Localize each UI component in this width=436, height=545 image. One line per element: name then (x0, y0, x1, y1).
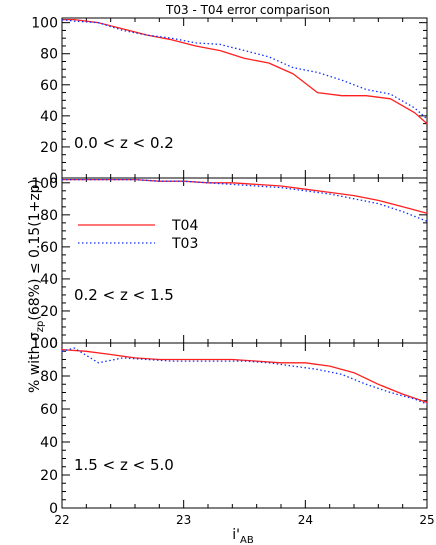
series-line-t04 (62, 178, 428, 214)
redshift-range-label: 0.2 < z < 1.5 (74, 286, 174, 304)
x-tick-label: 25 (419, 513, 434, 527)
y-tick-label: 20 (40, 468, 58, 484)
y-axis-label: % with σzp(68%) ≤ 0.15(1+zp) (27, 179, 46, 393)
y-tick-label: 40 (40, 272, 58, 288)
y-tick-label: 60 (40, 78, 58, 94)
series-line-t04 (61, 348, 428, 404)
series-line-t03 (62, 178, 428, 222)
chart-panels: 0 20 40 60 80 100 0.0 < z < 0.2 0 20 40 60 80 100 0.2… (31, 16, 434, 527)
y-tick-label: 20 (40, 140, 58, 156)
x-tick-label: 22 (54, 513, 69, 527)
y-tick-label: 80 (40, 369, 58, 385)
redshift-range-label: 1.5 < z < 5.0 (74, 456, 174, 474)
y-tick-label: 100 (31, 336, 58, 352)
y-tick-label: 0 (49, 171, 58, 187)
y-tick-label: 0 (49, 501, 58, 517)
y-tick-label: 100 (31, 176, 58, 192)
plot-frame (61, 177, 428, 344)
y-tick-label: 60 (40, 240, 58, 256)
plot-frame (61, 342, 428, 509)
y-tick-label: 100 (31, 16, 58, 32)
y-tick-label: 80 (40, 47, 58, 63)
y-tick-label: 40 (40, 435, 58, 451)
x-tick-label: 24 (298, 513, 313, 527)
y-tick-label: 40 (40, 109, 58, 125)
redshift-range-label: 0.0 < z < 0.2 (74, 134, 174, 152)
series-line-t04 (62, 18, 428, 125)
plot-frame (61, 17, 428, 179)
y-tick-label: 80 (40, 208, 58, 224)
legend-label-t04: T04 (171, 218, 198, 234)
y-tick-label: 0 (49, 336, 58, 352)
y-tick-label: 60 (40, 402, 58, 418)
series-line-t03 (61, 347, 428, 405)
x-tick-label: 23 (176, 513, 191, 527)
series-line-t03 (61, 18, 428, 120)
x-axis-label: i'AB (232, 527, 254, 545)
panel-2: 0 20 40 60 80 100 22 23 24 25 1.5 < z < 5.0 (31, 336, 434, 527)
y-tick-label: 20 (40, 304, 58, 320)
legend-label-t03: T03 (171, 236, 198, 252)
panel-1: 0 20 40 60 80 100 0.2 < z < 1.5 T04 T03 (31, 176, 428, 352)
chart-title: T03 - T04 error comparison (165, 3, 330, 17)
panel-0: 0 20 40 60 80 100 0.0 < z < 0.2 (31, 16, 428, 187)
